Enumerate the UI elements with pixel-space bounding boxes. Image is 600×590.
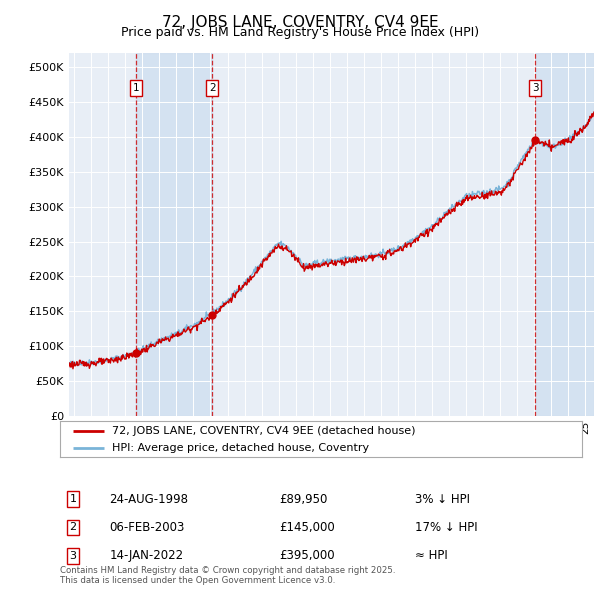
Text: 1: 1 (70, 494, 77, 504)
Text: 24-AUG-1998: 24-AUG-1998 (110, 493, 188, 506)
Text: 72, JOBS LANE, COVENTRY, CV4 9EE: 72, JOBS LANE, COVENTRY, CV4 9EE (161, 15, 439, 30)
Text: 3: 3 (70, 551, 77, 560)
Text: 2: 2 (209, 83, 215, 93)
Text: 72, JOBS LANE, COVENTRY, CV4 9EE (detached house): 72, JOBS LANE, COVENTRY, CV4 9EE (detach… (112, 426, 416, 436)
Text: 06-FEB-2003: 06-FEB-2003 (110, 521, 185, 534)
Text: 2: 2 (70, 523, 77, 532)
Text: Contains HM Land Registry data © Crown copyright and database right 2025.
This d: Contains HM Land Registry data © Crown c… (60, 566, 395, 585)
Text: £89,950: £89,950 (279, 493, 328, 506)
Bar (136, 53, 212, 416)
Bar (535, 53, 594, 416)
Text: 1: 1 (133, 83, 140, 93)
Text: 3% ↓ HPI: 3% ↓ HPI (415, 493, 470, 506)
Text: Price paid vs. HM Land Registry's House Price Index (HPI): Price paid vs. HM Land Registry's House … (121, 26, 479, 39)
Text: 3: 3 (532, 83, 538, 93)
Text: HPI: Average price, detached house, Coventry: HPI: Average price, detached house, Cove… (112, 443, 370, 453)
Text: 17% ↓ HPI: 17% ↓ HPI (415, 521, 478, 534)
Text: 14-JAN-2022: 14-JAN-2022 (110, 549, 184, 562)
Text: £145,000: £145,000 (279, 521, 335, 534)
Text: ≈ HPI: ≈ HPI (415, 549, 448, 562)
Text: £395,000: £395,000 (279, 549, 335, 562)
